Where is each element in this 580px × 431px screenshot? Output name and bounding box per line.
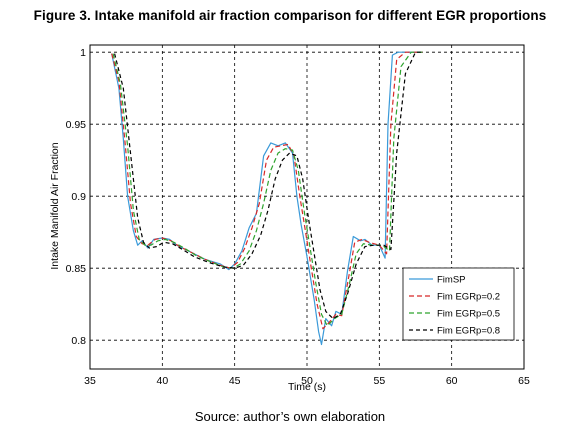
y-tick-label: 0.95 <box>66 119 87 131</box>
legend-label: Fim EGRp=0.2 <box>437 292 500 303</box>
x-tick-label: 55 <box>373 375 385 387</box>
series-line-1 <box>111 51 423 346</box>
x-tick-label: 45 <box>229 375 241 387</box>
legend-box <box>402 267 515 341</box>
x-tick-label: 35 <box>84 375 96 387</box>
y-tick-label: 1 <box>80 47 86 59</box>
y-axis-label: Intake Manifold Air Fraction <box>49 142 61 269</box>
series-line-4 <box>114 51 423 320</box>
x-tick-label: 65 <box>518 375 530 387</box>
y-tick-label: 0.9 <box>71 191 86 203</box>
series-line-3 <box>112 51 423 327</box>
y-tick-label: 0.8 <box>71 335 86 347</box>
x-tick-label: 40 <box>156 375 168 387</box>
x-axis-label: Time (s) <box>288 381 326 393</box>
legend: FimSP Fim EGRp=0.2 Fim EGRp=0.5 Fim EGRp=0.… <box>402 267 515 341</box>
legend-label: Fim EGRp=0.8 <box>437 326 500 337</box>
figure-title: Figure 3. Intake manifold air fraction c… <box>33 8 547 23</box>
figure-source: Source: author’s own elaboration <box>194 409 386 424</box>
legend-label: FimSP <box>437 275 466 286</box>
y-tick-label: 0.85 <box>66 263 87 275</box>
x-tick-label: 60 <box>446 375 458 387</box>
axis-ticks: 35 40 45 50 55 60 65 0.8 0.85 0.9 0.95 1 <box>66 47 530 387</box>
legend-label: Fim EGRp=0.5 <box>437 309 500 320</box>
series-line-2 <box>111 51 423 330</box>
x-tick-label: 50 <box>301 375 313 387</box>
series-group <box>111 51 423 346</box>
